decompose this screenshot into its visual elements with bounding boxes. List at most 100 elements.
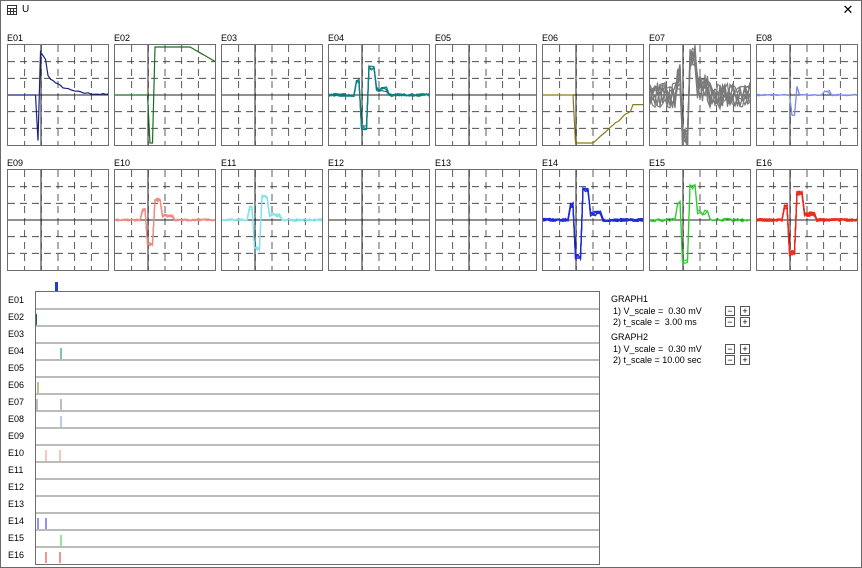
channel-label-e05: E05 xyxy=(435,33,452,43)
channel-label-e15: E15 xyxy=(649,158,666,168)
channel-label-e02: E02 xyxy=(114,33,131,43)
graph2-tscale-label: 2) t_scale = 10.00 sec xyxy=(613,355,702,365)
graph2-title: GRAPH2 xyxy=(611,332,649,342)
waveform-canvas-e10 xyxy=(115,170,215,270)
waveform-trace-e16 xyxy=(757,190,857,257)
waveform-plot-e10[interactable] xyxy=(114,169,216,271)
waveform-trace-e10 xyxy=(115,198,215,246)
graph2-vscale-label: 1) V_scale = 0.30 mV xyxy=(613,344,702,354)
waveform-trace-e14 xyxy=(543,187,643,260)
waveform-canvas-e04 xyxy=(329,45,429,145)
channel-label-e13: E13 xyxy=(435,158,452,168)
waveform-trace-e04 xyxy=(329,66,429,130)
waveform-trace-e15 xyxy=(650,183,750,264)
raster-row-label-e12: E12 xyxy=(8,482,25,492)
close-icon: ✕ xyxy=(842,2,854,17)
raster-row-label-e06: E06 xyxy=(8,380,25,390)
graph2-tscale-decrease-button[interactable]: − xyxy=(725,355,735,365)
channel-label-e03: E03 xyxy=(221,33,238,43)
channel-label-e11: E11 xyxy=(221,158,237,168)
window-title: U xyxy=(22,4,30,15)
waveform-plot-e03[interactable] xyxy=(221,44,323,146)
waveform-canvas-e14 xyxy=(543,170,643,270)
raster-row-label-e02: E02 xyxy=(8,312,25,322)
waveform-canvas-e07 xyxy=(650,45,750,145)
waveform-canvas-e15 xyxy=(650,170,750,270)
waveform-plot-e11[interactable] xyxy=(221,169,323,271)
raster-row-label-e13: E13 xyxy=(8,499,25,509)
waveform-plot-e04[interactable] xyxy=(328,44,430,146)
raster-row-label-e16: E16 xyxy=(8,550,25,560)
waveform-canvas-e16 xyxy=(757,170,857,270)
waveform-plot-e16[interactable] xyxy=(756,169,858,271)
title-bar: U ✕ xyxy=(1,1,861,19)
graph2-tscale-increase-button[interactable]: + xyxy=(740,355,750,365)
channel-label-e07: E07 xyxy=(649,33,666,43)
waveform-plot-e01[interactable] xyxy=(7,44,109,146)
raster-row-label-e01: E01 xyxy=(8,295,25,305)
waveform-trace-e02 xyxy=(115,46,215,144)
grid-window-icon xyxy=(7,5,17,15)
close-button[interactable]: ✕ xyxy=(841,3,855,17)
channel-label-e12: E12 xyxy=(328,158,345,168)
channel-label-e16: E16 xyxy=(756,158,773,168)
graph2-vscale-decrease-button[interactable]: − xyxy=(725,344,735,354)
waveform-trace-e07 xyxy=(650,52,750,145)
waveform-plot-e15[interactable] xyxy=(649,169,751,271)
waveform-canvas-e01 xyxy=(8,45,108,145)
raster-row-label-e08: E08 xyxy=(8,414,25,424)
graph1-tscale-increase-button[interactable]: + xyxy=(740,317,750,327)
waveform-canvas-e08 xyxy=(757,45,857,145)
channel-label-e04: E04 xyxy=(328,33,345,43)
waveform-canvas-e13 xyxy=(436,170,536,270)
waveform-trace-e01 xyxy=(8,50,108,141)
graph1-tscale-label: 2) t_scale = 3.00 ms xyxy=(613,317,697,327)
waveform-canvas-e02 xyxy=(115,45,215,145)
raster-row-label-e04: E04 xyxy=(8,346,25,356)
raster-canvas xyxy=(36,308,599,563)
graph1-title: GRAPH1 xyxy=(611,294,649,304)
raster-row-label-e05: E05 xyxy=(8,363,25,373)
channel-label-e08: E08 xyxy=(756,33,773,43)
graph1-vscale-decrease-button[interactable]: − xyxy=(725,306,735,316)
waveform-canvas-e03 xyxy=(222,45,322,145)
waveform-plot-e12[interactable] xyxy=(328,169,430,271)
waveform-canvas-e05 xyxy=(436,45,536,145)
waveform-plot-e07[interactable] xyxy=(649,44,751,146)
raster-row-label-e15: E15 xyxy=(8,533,25,543)
waveform-canvas-e11 xyxy=(222,170,322,270)
raster-row-label-e03: E03 xyxy=(8,329,25,339)
waveform-plot-e14[interactable] xyxy=(542,169,644,271)
waveform-plot-e06[interactable] xyxy=(542,44,644,146)
raster-row-label-e07: E07 xyxy=(8,397,25,407)
waveform-canvas-e09 xyxy=(8,170,108,270)
graph1-tscale-decrease-button[interactable]: − xyxy=(725,317,735,327)
graph2-vscale-increase-button[interactable]: + xyxy=(740,344,750,354)
waveform-plot-e08[interactable] xyxy=(756,44,858,146)
spike-raster-plot xyxy=(35,291,600,565)
graph1-vscale-label: 1) V_scale = 0.30 mV xyxy=(613,306,702,316)
raster-row-label-e10: E10 xyxy=(8,448,25,458)
raster-row-label-e11: E11 xyxy=(8,465,24,475)
waveform-plot-e02[interactable] xyxy=(114,44,216,146)
waveform-plot-e13[interactable] xyxy=(435,169,537,271)
channel-label-e09: E09 xyxy=(7,158,24,168)
waveform-trace-e11 xyxy=(222,193,322,253)
waveform-trace-e08 xyxy=(757,86,857,116)
waveform-trace-e07 xyxy=(650,62,750,139)
channel-label-e10: E10 xyxy=(114,158,131,168)
waveform-trace-e16 xyxy=(757,192,857,255)
waveform-plot-e09[interactable] xyxy=(7,169,109,271)
channel-label-e06: E06 xyxy=(542,33,559,43)
waveform-plot-e05[interactable] xyxy=(435,44,537,146)
graph1-vscale-increase-button[interactable]: + xyxy=(740,306,750,316)
waveform-canvas-e06 xyxy=(543,45,643,145)
raster-row-label-e09: E09 xyxy=(8,431,25,441)
channel-label-e01: E01 xyxy=(7,33,24,43)
waveform-trace-e06 xyxy=(543,94,643,144)
waveform-canvas-e12 xyxy=(329,170,429,270)
raster-row-label-e14: E14 xyxy=(8,516,25,526)
raster-time-marker[interactable] xyxy=(55,282,58,291)
channel-label-e14: E14 xyxy=(542,158,559,168)
